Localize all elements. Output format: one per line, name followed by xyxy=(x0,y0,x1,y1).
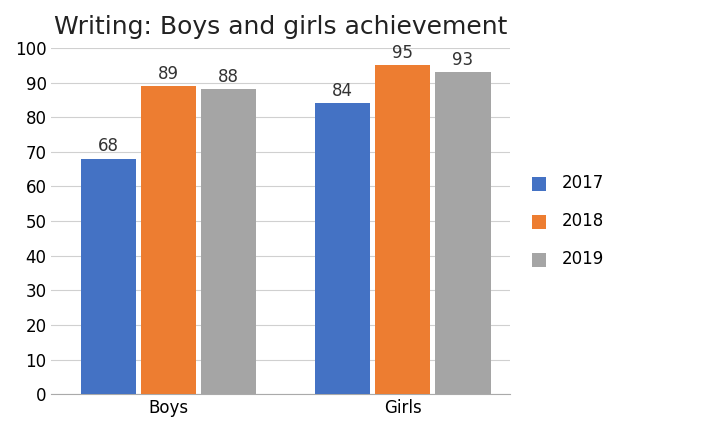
Bar xyxy=(81,159,136,394)
Text: 93: 93 xyxy=(452,51,473,69)
Text: 84: 84 xyxy=(332,82,353,100)
Text: 89: 89 xyxy=(158,64,179,83)
Bar xyxy=(435,72,490,394)
Bar xyxy=(375,65,431,394)
Text: 88: 88 xyxy=(218,68,239,86)
Legend: 2017, 2018, 2019: 2017, 2018, 2019 xyxy=(527,169,609,273)
Text: 95: 95 xyxy=(392,44,413,62)
Title: Writing: Boys and girls achievement: Writing: Boys and girls achievement xyxy=(54,15,508,39)
Text: 68: 68 xyxy=(98,137,119,155)
Bar xyxy=(141,86,197,394)
Bar xyxy=(315,103,370,394)
Bar xyxy=(201,89,256,394)
